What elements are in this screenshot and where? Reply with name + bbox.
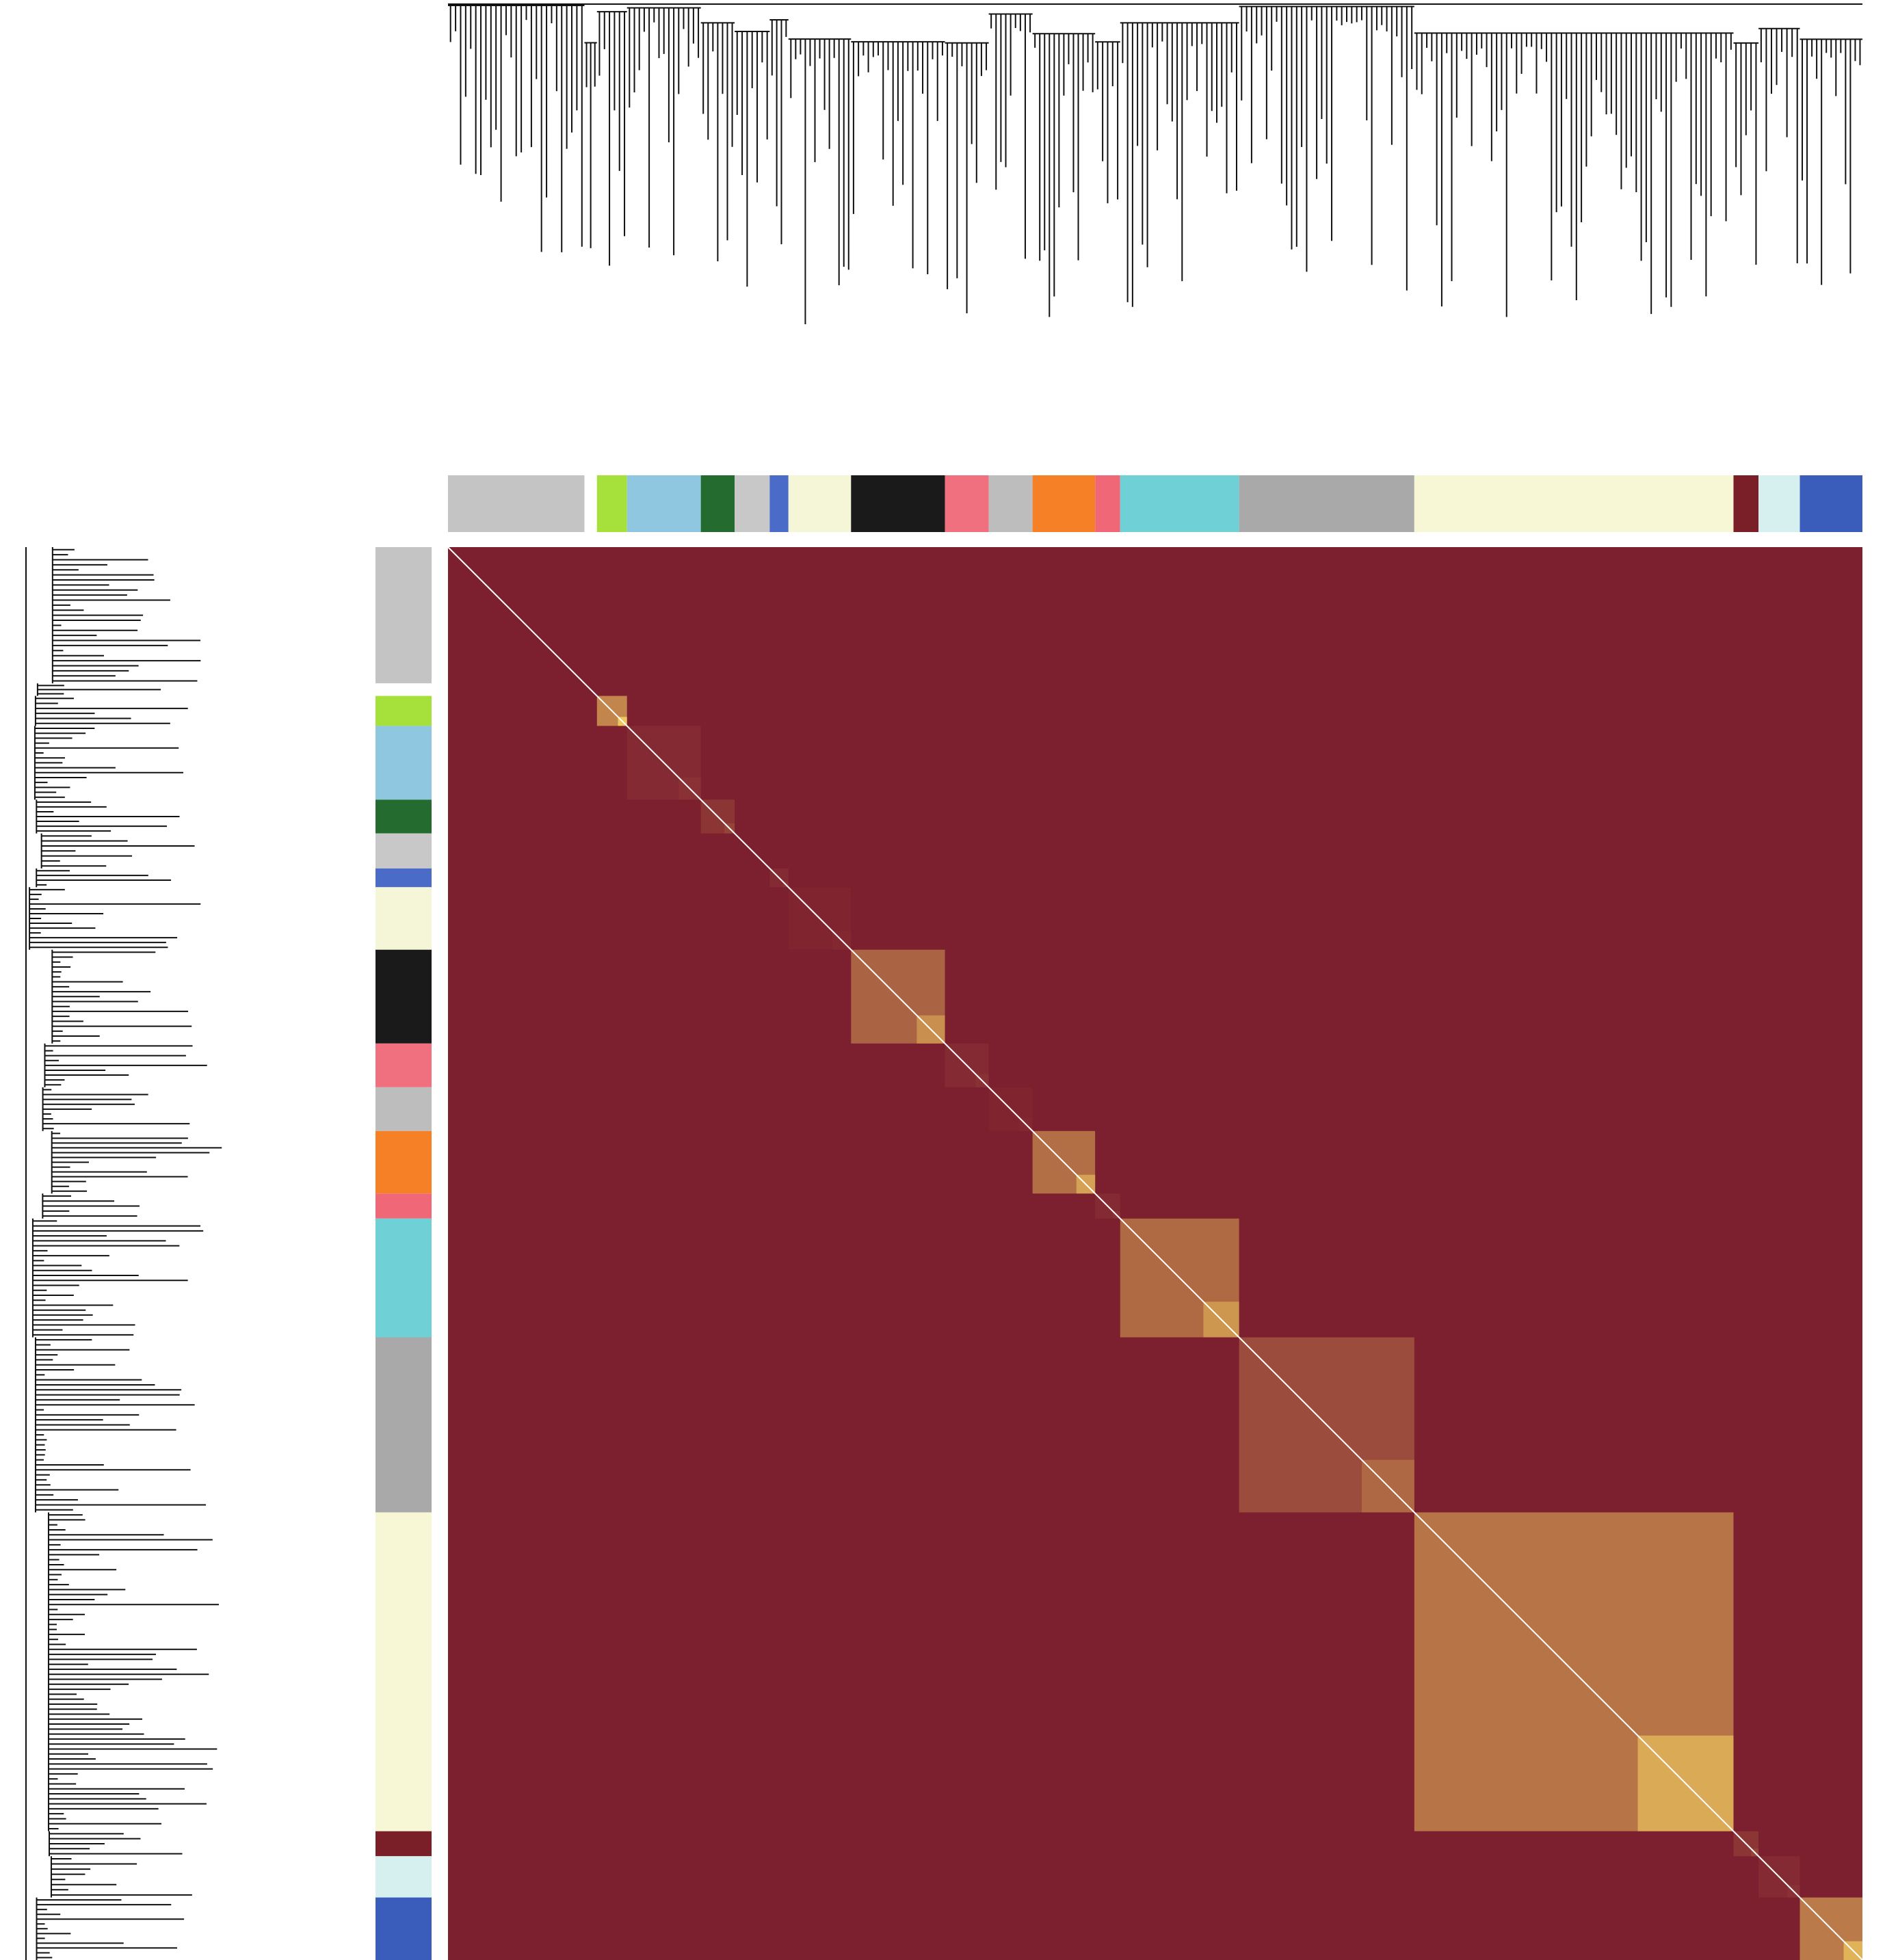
- module-bar-left: [375, 696, 432, 726]
- module-bar-left: [375, 799, 432, 834]
- module-bar-top: [700, 475, 735, 532]
- module-bar-top: [769, 475, 789, 532]
- module-bar-top: [1414, 475, 1734, 532]
- module-bar-top: [1095, 475, 1120, 532]
- module-bar-top: [1758, 475, 1800, 532]
- module-bar-top: [988, 475, 1033, 532]
- module-bar-top: [627, 475, 701, 532]
- module-bar-left: [375, 868, 432, 888]
- module-bar-top: [1800, 475, 1862, 532]
- module-bar-top: [1239, 475, 1414, 532]
- module-bar-left: [375, 726, 432, 800]
- module-bar-top: [584, 475, 597, 532]
- module-bar-left: [375, 1087, 432, 1131]
- module-bar-top: [596, 475, 627, 532]
- module-bar-left: [375, 1337, 432, 1513]
- module-bar-top: [788, 475, 852, 532]
- module-bar-left: [375, 1897, 432, 1960]
- module-bar-left: [375, 887, 432, 950]
- module-bar-top: [945, 475, 989, 532]
- module-bar-left: [375, 833, 432, 869]
- module-bar-left: [375, 1043, 432, 1087]
- dendrograms: [25, 3, 1862, 1960]
- module-bar-top: [1120, 475, 1239, 532]
- module-bar-left: [375, 1218, 432, 1338]
- module-bar-left: [375, 1193, 432, 1219]
- module-bar-top: [448, 475, 585, 532]
- module-bar-top: [851, 475, 945, 532]
- module-bar-top: [735, 475, 770, 532]
- module-bar-left: [375, 949, 432, 1044]
- module-bar-left: [375, 1130, 432, 1194]
- module-bar-left: [375, 1856, 432, 1898]
- module-bar-top: [1032, 475, 1096, 532]
- module-bar-top: [1733, 475, 1759, 532]
- module-bar-left: [375, 547, 432, 684]
- module-bar-left: [375, 683, 432, 696]
- module-bar-left: [375, 1831, 432, 1857]
- module-bar-left: [375, 1512, 432, 1831]
- diagonal: [447, 546, 1863, 1960]
